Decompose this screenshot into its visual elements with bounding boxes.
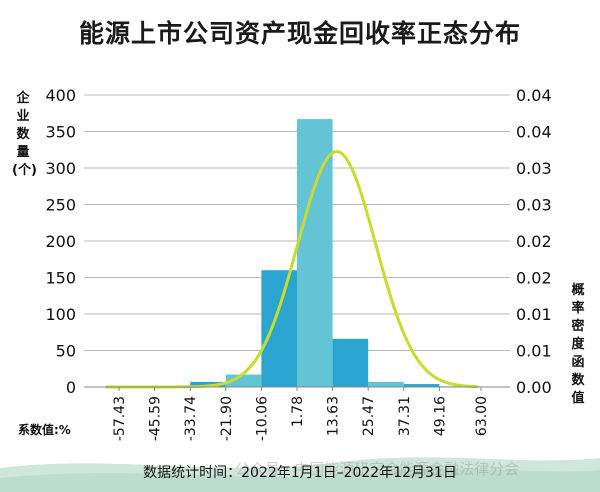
x-tick-label: -45.59 [148,396,164,441]
x-tick-label: 49.16 [432,396,448,436]
left-axis-ticks: 0 50 100 150 200 250 300 350 400 [45,86,76,397]
x-axis-label: 系数值:% [18,423,71,437]
x-tick-label: -33.74 [183,396,199,441]
right-tick-label: 0.02 [516,269,552,288]
right-tick-label: 0.01 [516,342,552,361]
histogram-bar [368,381,404,387]
footer-decoration [0,457,600,492]
right-tick-label: 0.04 [516,86,552,105]
right-tick-label: 0.00 [516,378,552,397]
histogram-bars [119,119,481,387]
histogram-bar [332,338,369,387]
x-tick-label: 37.31 [397,396,413,436]
left-tick-label: 200 [45,232,76,251]
x-tick-label: 25.47 [361,396,377,436]
right-axis-ticks: 0.00 0.01 0.01 0.02 0.02 0.03 0.03 0.04 0.04 [516,86,552,397]
right-tick-label: 0.03 [516,196,552,215]
histogram-bar [190,381,226,387]
histogram-bar [403,384,440,387]
x-tick-label: -21.90 [219,396,235,441]
right-axis-label: 概率密度函数值 [571,283,585,406]
chart-title: 能源上市公司资产现金回收率正态分布 [78,19,521,48]
watermark: 公众号 · 中国能源研究会能源金融法律分会 [235,460,520,478]
right-tick-label: 0.03 [516,159,552,178]
statistics-time: 数据统计时间：2022年1月1日–2022年12月31日 [143,465,457,481]
left-tick-label: 50 [56,342,76,361]
left-tick-label: 250 [45,196,76,215]
left-axis-label: 企业数量(个) [12,91,37,178]
x-tick-label: -57.43 [112,396,128,441]
left-tick-label: 400 [45,86,76,105]
x-tick-label: -10.06 [254,396,270,441]
x-tick-label: 13.63 [326,396,342,436]
histogram-bar [261,270,297,387]
left-tick-label: 150 [45,269,76,288]
left-tick-label: 100 [45,305,76,324]
x-tick-label: 1.78 [290,396,306,427]
right-tick-label: 0.04 [516,123,552,142]
histogram-bar [296,119,333,387]
left-tick-label: 350 [45,123,76,142]
left-tick-label: 300 [45,159,76,178]
x-axis-ticks: -57.43 -45.59 -33.74 -21.90 -10.06 1.78 13.63 2… [112,387,490,441]
x-tick-label: 63.00 [474,396,490,436]
right-tick-label: 0.02 [516,232,552,251]
left-tick-label: 0 [66,378,76,397]
right-tick-label: 0.01 [516,305,552,324]
